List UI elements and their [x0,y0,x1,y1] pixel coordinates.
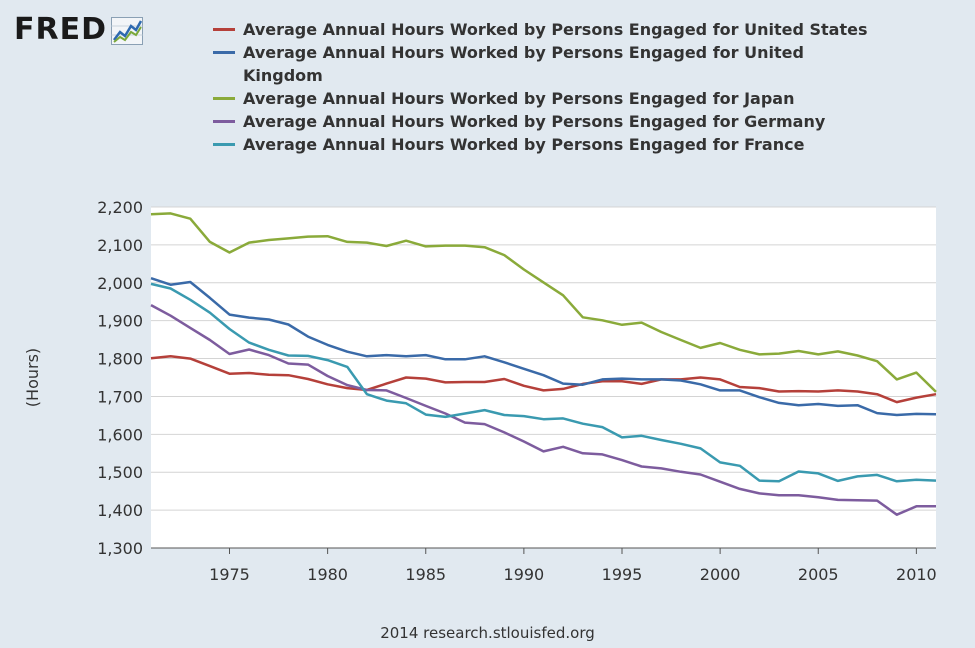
plot-area [151,207,936,548]
chart-legend: Average Annual Hours Worked by Persons E… [213,18,913,156]
series-line-uk [150,277,937,417]
y-tick-label: 1,700 [97,387,143,406]
y-tick-label: 1,900 [97,312,143,331]
x-tick-label: 1975 [209,565,250,584]
legend-swatch-us [213,28,235,31]
y-tick-label: 1,400 [97,501,143,520]
x-tick-label: 1995 [602,565,643,584]
fred-logo: FRED [14,12,143,48]
x-tick-label: 1990 [504,565,545,584]
x-tick-label: 2010 [896,565,937,584]
y-tick-label: 2,000 [97,274,143,293]
legend-item-japan[interactable]: Average Annual Hours Worked by Persons E… [213,87,913,110]
legend-swatch-uk [213,51,235,54]
y-tick-label: 1,500 [97,463,143,482]
legend-swatch-japan [213,97,235,100]
legend-item-france[interactable]: Average Annual Hours Worked by Persons E… [213,133,913,156]
legend-item-germany[interactable]: Average Annual Hours Worked by Persons E… [213,110,913,133]
legend-item-us[interactable]: Average Annual Hours Worked by Persons E… [213,18,913,41]
legend-swatch-germany [213,120,235,123]
fred-logo-text: FRED [14,12,107,47]
series-line-germany [150,304,936,516]
chart-logo-icon [111,17,143,45]
legend-swatch-france [213,143,235,146]
x-tick-label: 2000 [700,565,741,584]
legend-label-uk: Average Annual Hours Worked by Persons E… [243,43,804,85]
series-line-us [150,355,937,404]
y-tick-label: 2,100 [97,236,143,255]
series-line-france [150,282,937,483]
y-tick-label: 1,800 [97,350,143,369]
y-axis-label: (Hours) [23,348,42,407]
y-tick-label: 2,200 [97,198,143,217]
legend-label-japan: Average Annual Hours Worked by Persons E… [243,89,795,108]
x-tick-label: 1985 [405,565,446,584]
series-line-japan [150,212,937,393]
legend-label-us: Average Annual Hours Worked by Persons E… [243,20,868,39]
y-tick-label: 1,300 [97,539,143,558]
x-tick-label: 2005 [798,565,839,584]
legend-item-uk[interactable]: Average Annual Hours Worked by Persons E… [213,41,913,87]
x-tick-label: 1980 [307,565,348,584]
legend-label-france: Average Annual Hours Worked by Persons E… [243,135,805,154]
footer-credit: 2014 research.stlouisfed.org [380,624,595,642]
legend-label-germany: Average Annual Hours Worked by Persons E… [243,112,826,131]
y-tick-label: 1,600 [97,425,143,444]
